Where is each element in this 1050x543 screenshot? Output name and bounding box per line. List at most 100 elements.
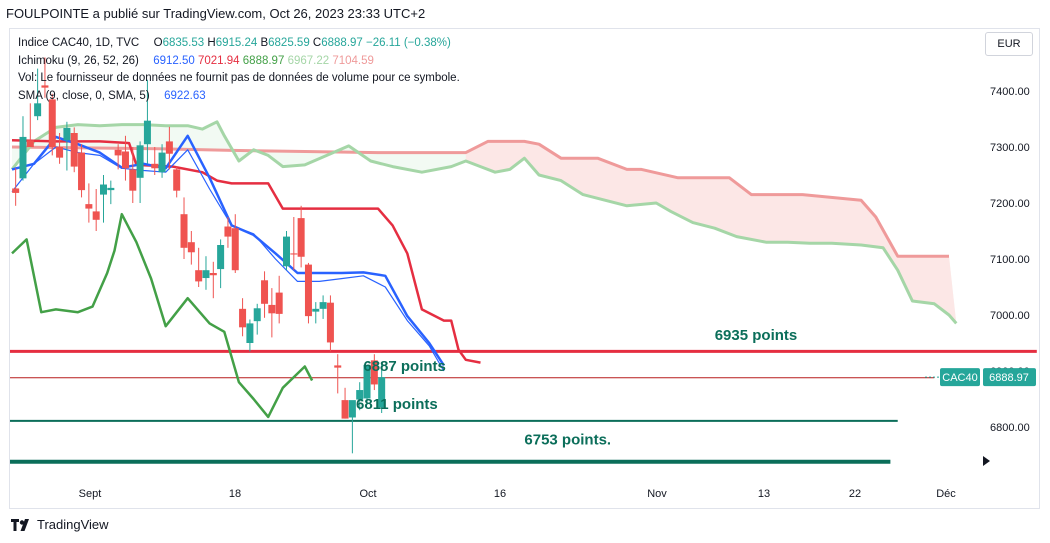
legend-symbol-name: Indice CAC40, 1D, TVC [18,37,140,49]
candle-body [246,323,254,343]
legend-low-label: B [260,37,269,49]
price-tag-symbol-box [940,368,980,387]
y-tick-label: 7300.00 [990,142,1030,154]
candle-body [290,253,298,255]
candle-body [202,270,210,279]
legend-volume-row: Vol: Le fournisseur de données ne fourni… [18,72,460,84]
sma-line [11,146,445,372]
ichimoku-cloud-bearish-fill [465,141,957,324]
ichimoku-tenkan-sen-line [11,134,445,367]
candle-body [341,400,349,419]
candle-body [363,364,371,399]
candle-body [78,152,86,191]
candle-body [297,218,305,257]
chart-frame [9,28,1040,509]
legend-span-a-value: 6967.22 [287,54,330,67]
candle-body [48,99,56,147]
legend-span-b-value: 7104.59 [332,54,374,67]
level-annotation-label: 6887 points [363,358,446,375]
legend-change-value: −26.11 (−0.38%) [366,37,451,49]
publication-header: FOULPOINTE a publié sur TradingView.com,… [6,6,426,21]
candle-body [224,226,232,237]
indicator-legend: Indice CAC40, 1D, TVC O6835.53 H6915.24 … [18,35,460,105]
tradingview-footer[interactable]: TradingView [11,517,109,532]
candle-body [26,140,34,147]
candle-body [268,304,276,314]
legend-open-value: 6835.53 [162,37,205,49]
legend-close-value: 6888.97 [321,37,363,49]
candle-body [239,308,247,328]
candle-body [253,308,261,322]
y-tick-label: 7400.00 [990,86,1030,98]
candle-body [319,302,327,309]
ichimoku-chikou-span-line [11,212,314,419]
x-tick-label: 18 [229,488,241,500]
x-tick-label: Sept [79,488,102,500]
candle-body [85,204,93,209]
candle-body [129,169,137,191]
candle-body [34,103,42,117]
price-tag-value-box [983,368,1036,387]
currency-button[interactable]: EUR [985,32,1033,56]
candle-body [41,85,49,88]
ichimoku-senkou-span-a-line [10,120,958,325]
candle-body [151,163,159,169]
candle-body [209,273,217,276]
candle-body [356,390,364,400]
candle-body [180,214,188,248]
candle-body [304,264,312,317]
x-tick-label: Oct [359,488,376,500]
y-tick-label: 6800.00 [990,422,1030,434]
legend-tenkan-value: 6912.50 [153,54,195,67]
candle-body [231,228,239,271]
candle-body [143,120,151,145]
candle-body [92,211,100,220]
legend-close-label: C [312,37,322,49]
legend-low-value: 6825.59 [268,37,310,49]
candle-body [19,136,27,179]
candle-body [173,169,181,191]
legend-high-label: H [207,37,216,49]
candle-body [56,147,64,158]
candle-body [12,188,20,193]
candle-body [121,151,129,169]
y-tick-label: 7200.00 [990,198,1030,210]
legend-open-label: O [153,37,163,49]
level-annotation-label: 6753 points. [524,431,611,448]
tradingview-logo-icon [11,518,29,531]
candle-body [275,292,283,314]
ichimoku-senkou-span-b-line [11,139,949,258]
candle-body [334,365,342,368]
candle-body [114,149,122,156]
legend-high-value: 6915.24 [215,37,258,49]
legend-ichimoku-name: Ichimoku (9, 26, 52, 26) [18,54,139,67]
legend-sma-row[interactable]: SMA (9, close, 0, SMA, 5) 6922.63 [18,88,460,106]
candle-body [261,280,269,304]
y-tick-label: 7000.00 [990,310,1030,322]
legend-kijun-value: 7021.94 [198,54,240,67]
candle-body [70,133,78,167]
candle-body [63,127,71,141]
legend-main-row[interactable]: Indice CAC40, 1D, TVC O6835.53 H6915.24 … [18,35,460,53]
candle-body [107,187,115,191]
candle-body [165,141,173,154]
candles-group [12,57,386,454]
price-tag-value-label: 6888.97 [989,372,1029,384]
x-tick-label: Déc [936,488,956,500]
candle-body [326,302,334,343]
legend-sma-name: SMA (9, close, 0, SMA, 5) [18,89,150,102]
candle-body [370,360,378,385]
candle-body [136,145,144,178]
scroll-right-arrow-icon[interactable] [983,456,990,466]
candle-body [283,236,290,267]
level-annotation-label: 6935 points [715,327,798,344]
legend-lagging-value: 6888.97 [242,54,285,67]
candle-body [348,400,356,418]
legend-ichimoku-row[interactable]: Ichimoku (9, 26, 52, 26) 6912.50 7021.94… [18,53,460,71]
level-annotation-label: 6811 points [356,396,438,413]
x-tick-label: 22 [849,488,861,500]
candle-body [187,242,195,253]
x-tick-label: Nov [647,488,667,500]
candle-body [195,270,203,282]
